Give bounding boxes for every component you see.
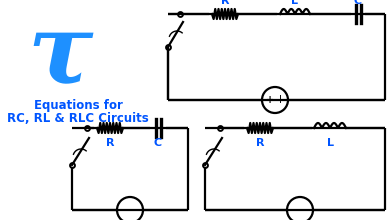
Text: Equations for: Equations for xyxy=(34,99,122,112)
Text: L: L xyxy=(291,0,298,6)
Text: C: C xyxy=(354,0,362,6)
Text: L: L xyxy=(326,138,333,148)
Text: R: R xyxy=(106,138,114,148)
Text: RC, RL & RLC Circuits: RC, RL & RLC Circuits xyxy=(7,112,149,125)
Text: τ: τ xyxy=(27,8,93,102)
Text: C: C xyxy=(154,138,162,148)
Text: +: + xyxy=(266,95,274,105)
Text: R: R xyxy=(221,0,229,6)
Text: I: I xyxy=(278,95,282,105)
Text: R: R xyxy=(256,138,264,148)
